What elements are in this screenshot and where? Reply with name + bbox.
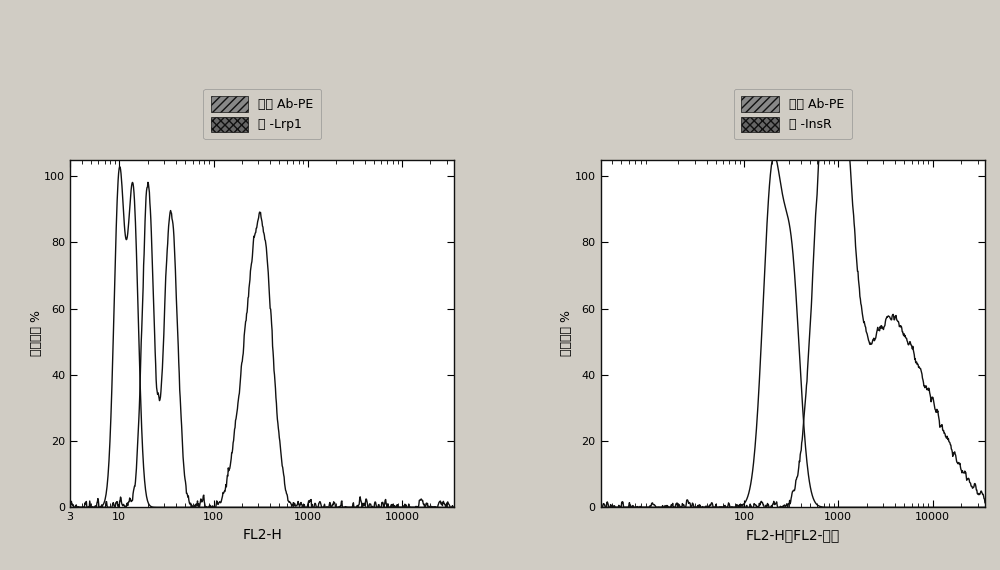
X-axis label: FL2-H: FL2-H	[242, 528, 282, 542]
Legend: 二级 Ab-PE, 抗 -Lrp1: 二级 Ab-PE, 抗 -Lrp1	[203, 89, 321, 140]
X-axis label: FL2-H：FL2-高度: FL2-H：FL2-高度	[746, 528, 840, 542]
Y-axis label: 最大値的 %: 最大値的 %	[30, 311, 43, 356]
Legend: 二级 Ab-PE, 抗 -InsR: 二级 Ab-PE, 抗 -InsR	[734, 89, 852, 140]
Y-axis label: 最大値的 %: 最大値的 %	[560, 311, 573, 356]
